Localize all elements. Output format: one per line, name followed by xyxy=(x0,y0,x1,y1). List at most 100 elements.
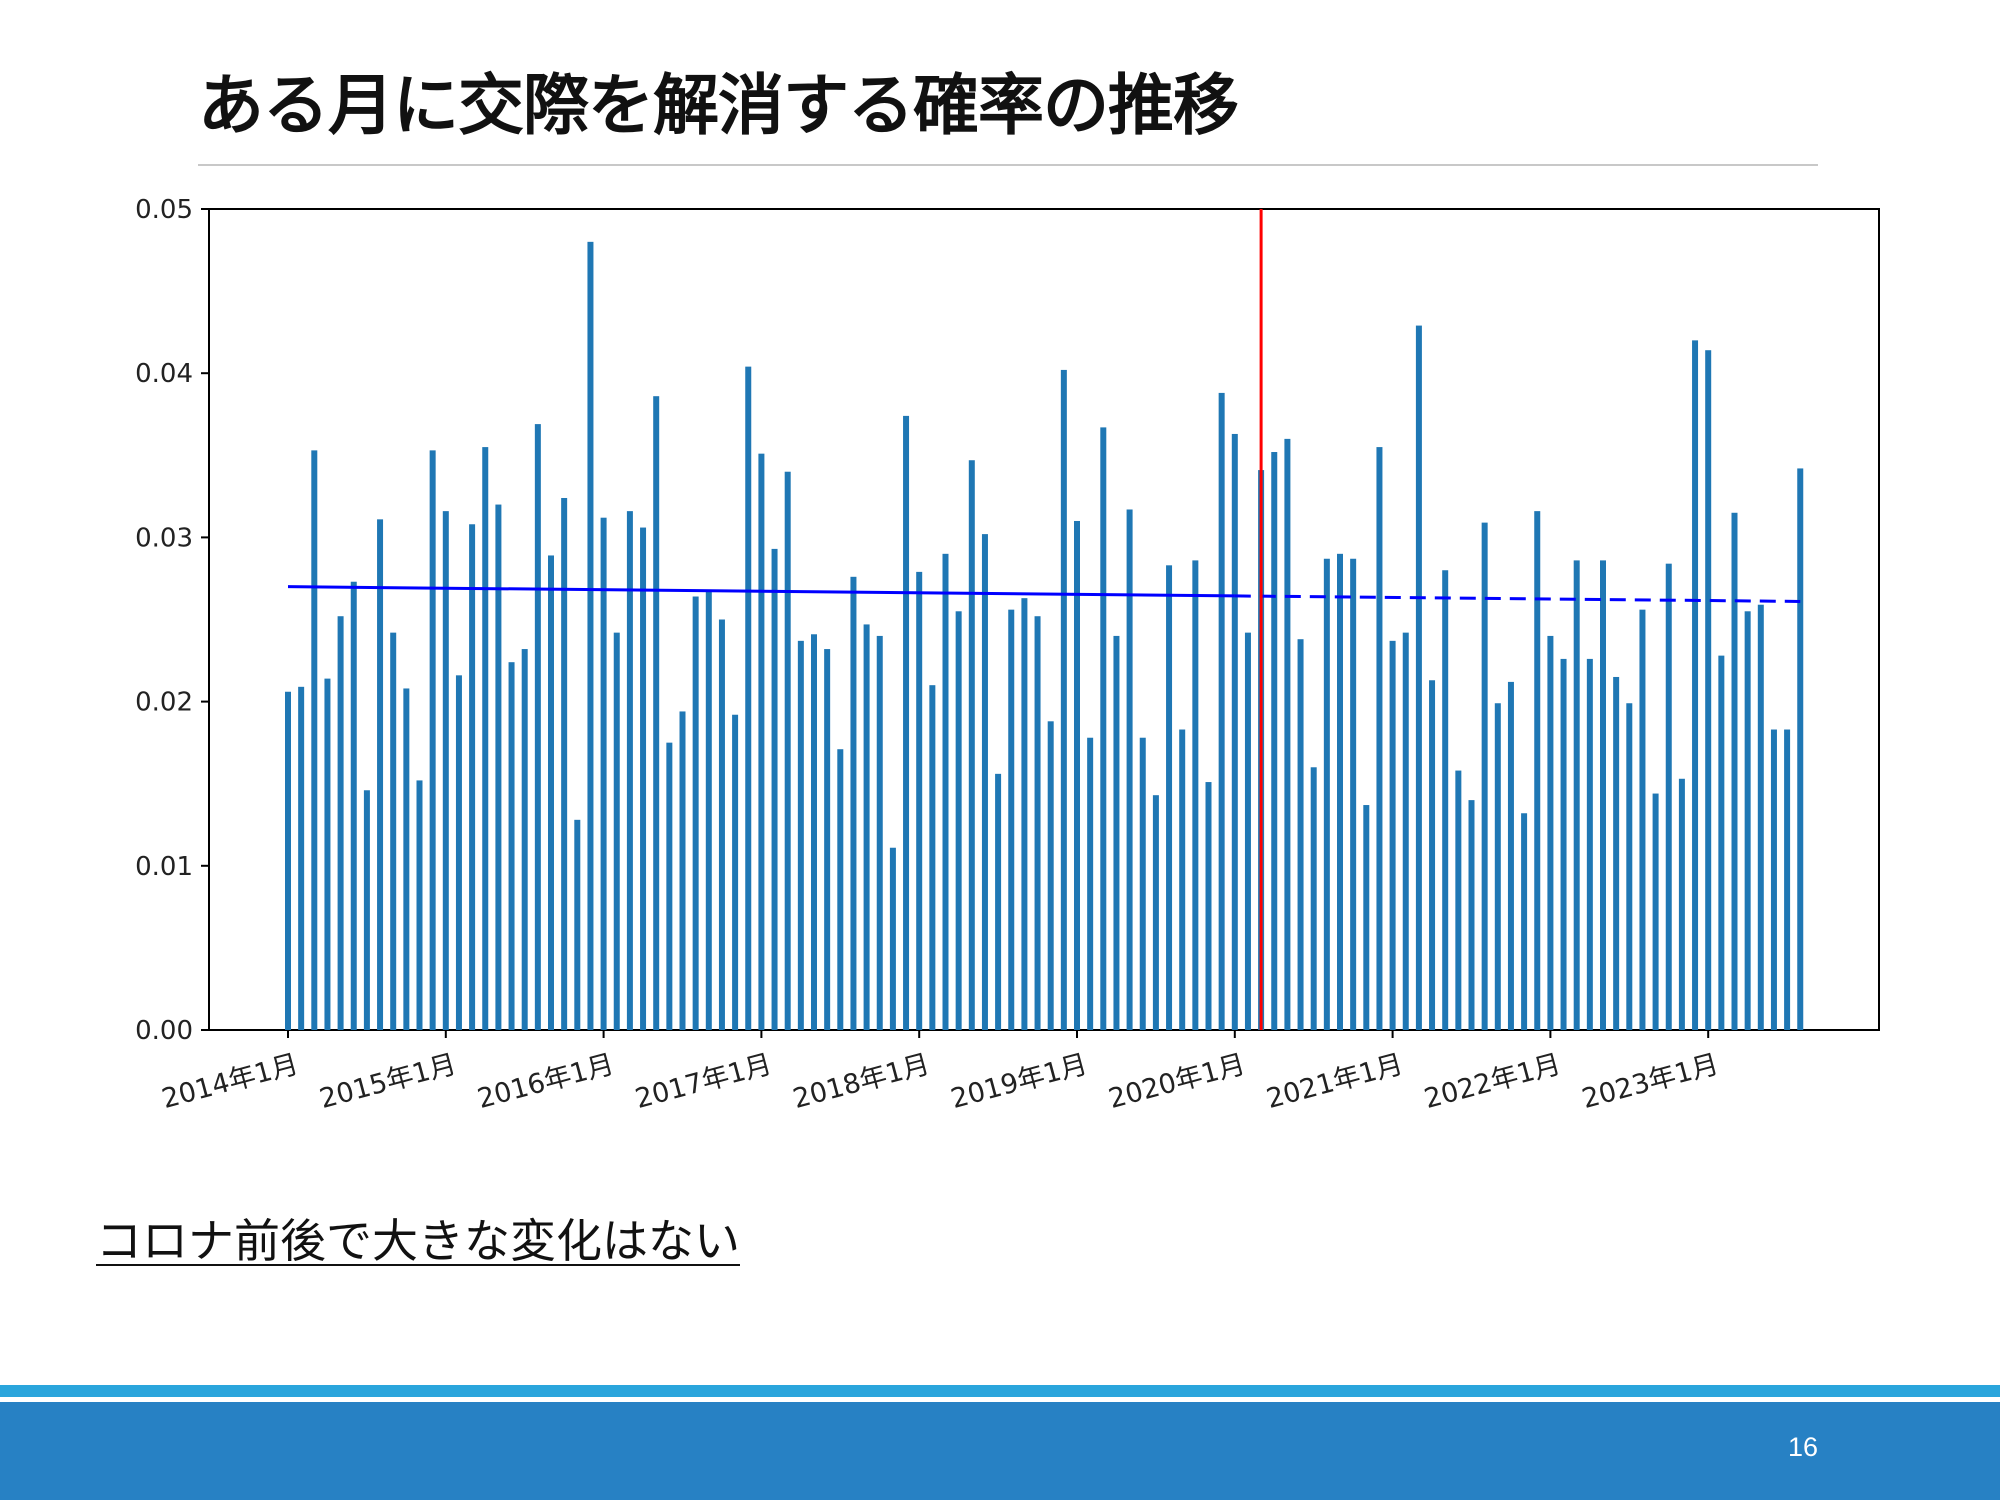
bar xyxy=(1310,767,1317,1030)
bar xyxy=(548,555,554,1030)
bar xyxy=(1100,427,1107,1030)
bar xyxy=(732,714,739,1030)
bar xyxy=(1678,778,1685,1030)
bar xyxy=(1271,452,1278,1030)
x-tick-label: 2016年1月 xyxy=(474,1049,617,1115)
bar xyxy=(1613,676,1620,1030)
page-number: 16 xyxy=(1787,1432,1818,1462)
x-tick-label: 2023年1月 xyxy=(1579,1049,1722,1115)
bar xyxy=(350,581,357,1030)
bar xyxy=(469,524,476,1030)
bar xyxy=(692,596,699,1030)
bar xyxy=(876,635,883,1030)
bar xyxy=(1665,563,1672,1030)
bar xyxy=(1560,658,1567,1030)
bar xyxy=(771,548,778,1030)
bar xyxy=(1152,795,1159,1030)
bar xyxy=(981,534,988,1030)
x-tick-label: 2014年1月 xyxy=(159,1049,302,1115)
bar xyxy=(916,571,923,1030)
bar xyxy=(574,819,581,1030)
bar xyxy=(1573,560,1580,1030)
bar xyxy=(824,649,831,1030)
bar xyxy=(850,576,857,1030)
bar xyxy=(587,241,594,1031)
bar xyxy=(1389,640,1396,1030)
bar xyxy=(1021,598,1028,1030)
bar xyxy=(363,790,370,1030)
bar xyxy=(1586,658,1593,1030)
y-tick-label: 0.04 xyxy=(135,359,193,389)
bar xyxy=(1363,805,1370,1030)
bar xyxy=(482,447,489,1031)
trend-line-solid xyxy=(287,585,1235,598)
bar xyxy=(403,688,410,1030)
bar xyxy=(1297,639,1304,1030)
bar xyxy=(718,619,725,1030)
bar xyxy=(929,685,936,1030)
bar xyxy=(653,396,660,1030)
bar xyxy=(495,504,502,1030)
bar xyxy=(1126,509,1133,1031)
bar xyxy=(337,616,344,1030)
y-tick-label: 0.00 xyxy=(135,1016,193,1046)
plot-frame xyxy=(208,208,1880,1031)
bar xyxy=(863,624,870,1030)
bar xyxy=(1166,565,1173,1030)
bar xyxy=(1337,553,1343,1030)
bar xyxy=(745,366,752,1031)
y-tick-label: 0.02 xyxy=(135,688,193,718)
bar xyxy=(1034,616,1041,1030)
bar xyxy=(1705,350,1712,1030)
bar xyxy=(1521,813,1528,1030)
x-tick-label: 2017年1月 xyxy=(632,1049,775,1115)
bar xyxy=(889,847,896,1030)
y-tick-label: 0.03 xyxy=(135,523,193,553)
bar xyxy=(1139,737,1146,1030)
bar xyxy=(455,675,462,1030)
footer-bar: 16 xyxy=(0,1400,2000,1500)
bar xyxy=(1507,681,1514,1030)
bar xyxy=(1744,611,1751,1030)
bar xyxy=(285,691,291,1030)
trend-line-dashed xyxy=(1234,594,1801,603)
bar xyxy=(613,632,620,1030)
bar xyxy=(1639,609,1646,1030)
bar xyxy=(1415,325,1422,1030)
bar xyxy=(758,453,765,1031)
bar xyxy=(1218,392,1225,1030)
x-tick-label: 2022年1月 xyxy=(1421,1049,1564,1115)
bar xyxy=(1731,512,1738,1030)
bar xyxy=(1494,703,1501,1030)
bar xyxy=(1244,632,1251,1030)
caption: コロナ前後で大きな変化はない xyxy=(96,1214,740,1268)
bar xyxy=(784,471,791,1031)
bar xyxy=(324,678,331,1030)
y-tick-label: 0.01 xyxy=(135,852,193,882)
bar xyxy=(1692,340,1699,1030)
bar xyxy=(1008,609,1015,1030)
bar xyxy=(1047,721,1054,1030)
x-tick-label: 2015年1月 xyxy=(316,1049,459,1115)
x-tick-label: 2020年1月 xyxy=(1105,1049,1248,1115)
bar xyxy=(968,460,975,1030)
bar xyxy=(1429,680,1436,1030)
footer-stripe xyxy=(0,1385,2000,1397)
bar xyxy=(955,611,962,1030)
bar xyxy=(1468,800,1475,1030)
bar xyxy=(1784,729,1791,1030)
bar xyxy=(600,517,607,1030)
bar xyxy=(1718,655,1725,1030)
y-tick-label: 0.05 xyxy=(135,195,193,225)
bar xyxy=(508,662,515,1030)
bar xyxy=(311,450,318,1030)
bar xyxy=(1797,468,1804,1030)
bar xyxy=(1323,558,1330,1030)
bar xyxy=(1626,703,1633,1030)
bar xyxy=(1192,560,1199,1030)
bar xyxy=(626,511,633,1030)
bar xyxy=(1442,570,1449,1030)
bar xyxy=(705,591,712,1030)
bar xyxy=(1455,770,1462,1030)
